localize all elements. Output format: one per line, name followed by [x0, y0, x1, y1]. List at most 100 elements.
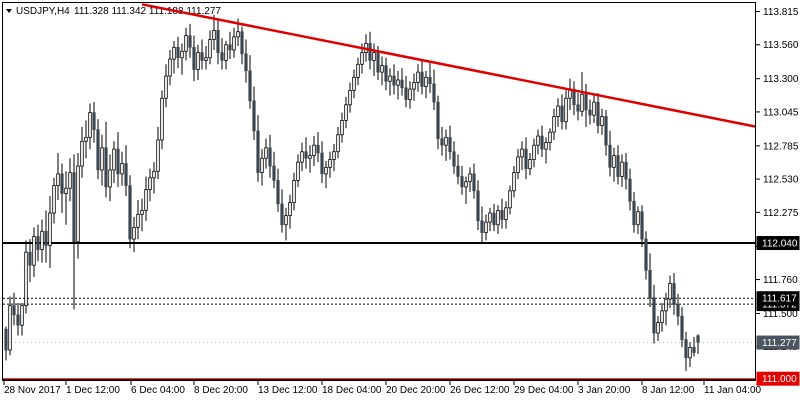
candle[interactable]	[532, 138, 536, 168]
candle[interactable]	[224, 40, 228, 70]
candle[interactable]	[640, 205, 644, 247]
candle[interactable]	[44, 210, 48, 263]
candle[interactable]	[600, 108, 604, 135]
candle[interactable]	[40, 219, 44, 263]
candle[interactable]	[384, 57, 388, 91]
candle[interactable]	[476, 180, 480, 230]
candle[interactable]	[104, 121, 108, 198]
candle[interactable]	[292, 172, 296, 211]
candle[interactable]	[76, 153, 80, 259]
candle[interactable]	[268, 134, 272, 178]
candle[interactable]	[188, 23, 192, 58]
candle[interactable]	[220, 38, 224, 70]
candle[interactable]	[316, 132, 320, 163]
candle[interactable]	[608, 130, 612, 177]
candle[interactable]	[552, 108, 556, 140]
candle[interactable]	[108, 154, 112, 202]
candle[interactable]	[28, 239, 32, 283]
candle[interactable]	[164, 64, 168, 108]
candle[interactable]	[356, 57, 360, 86]
candle[interactable]	[280, 189, 284, 233]
candle[interactable]	[400, 68, 404, 96]
candle[interactable]	[404, 76, 408, 108]
candle[interactable]	[572, 81, 576, 116]
candle[interactable]	[120, 151, 124, 186]
candle[interactable]	[584, 83, 588, 127]
candle[interactable]	[256, 115, 260, 182]
candle[interactable]	[636, 206, 640, 234]
candle[interactable]	[616, 145, 620, 185]
candle[interactable]	[284, 207, 288, 241]
candle[interactable]	[128, 175, 132, 249]
candle[interactable]	[80, 126, 84, 178]
candle[interactable]	[372, 43, 376, 77]
candle[interactable]	[676, 293, 680, 326]
candle[interactable]	[112, 141, 116, 184]
candle[interactable]	[484, 214, 488, 241]
candle[interactable]	[524, 137, 528, 180]
candle[interactable]	[668, 275, 672, 309]
candle[interactable]	[328, 151, 332, 178]
candle[interactable]	[628, 168, 632, 211]
candle[interactable]	[492, 203, 496, 232]
candle[interactable]	[192, 35, 196, 82]
candle[interactable]	[348, 82, 352, 113]
candle[interactable]	[504, 201, 508, 229]
candle[interactable]	[664, 292, 668, 326]
candle[interactable]	[132, 216, 136, 253]
candle[interactable]	[648, 253, 652, 307]
candle[interactable]	[60, 163, 64, 214]
candle[interactable]	[196, 44, 200, 80]
candle[interactable]	[340, 112, 344, 143]
candle[interactable]	[416, 64, 420, 92]
candle[interactable]	[508, 185, 512, 215]
candle[interactable]	[36, 224, 40, 262]
candle[interactable]	[16, 303, 20, 336]
candle[interactable]	[644, 231, 648, 280]
candle[interactable]	[300, 142, 304, 172]
candle[interactable]	[4, 326, 8, 361]
candle[interactable]	[184, 27, 188, 61]
candle[interactable]	[96, 119, 100, 180]
candle[interactable]	[468, 167, 472, 193]
candle[interactable]	[296, 154, 300, 187]
candle[interactable]	[352, 69, 356, 99]
candle[interactable]	[252, 86, 256, 140]
candle[interactable]	[696, 334, 700, 354]
candle[interactable]	[472, 163, 476, 199]
candle[interactable]	[64, 171, 68, 225]
candle[interactable]	[624, 153, 628, 190]
candle[interactable]	[428, 61, 432, 94]
candle[interactable]	[464, 176, 468, 204]
candle[interactable]	[432, 69, 436, 110]
candle[interactable]	[288, 194, 292, 229]
candle[interactable]	[156, 126, 160, 180]
candle[interactable]	[612, 147, 616, 182]
candle[interactable]	[92, 102, 96, 143]
candle[interactable]	[308, 145, 312, 173]
candle[interactable]	[692, 336, 696, 357]
candle[interactable]	[580, 72, 584, 117]
candle[interactable]	[180, 43, 184, 75]
collapse-triangle-icon[interactable]	[6, 9, 12, 13]
candle[interactable]	[424, 70, 428, 99]
candle[interactable]	[20, 303, 24, 336]
candle[interactable]	[488, 207, 492, 232]
candle[interactable]	[460, 166, 464, 195]
candle[interactable]	[516, 149, 520, 180]
candle[interactable]	[12, 292, 16, 326]
candle[interactable]	[232, 27, 236, 58]
candle[interactable]	[8, 296, 12, 356]
candle[interactable]	[480, 206, 484, 244]
candle[interactable]	[544, 137, 548, 164]
candle[interactable]	[276, 168, 280, 212]
candle[interactable]	[632, 192, 636, 233]
candle[interactable]	[148, 168, 152, 202]
candle[interactable]	[548, 128, 552, 151]
candle[interactable]	[420, 59, 424, 95]
candle[interactable]	[520, 141, 524, 170]
candle[interactable]	[52, 177, 56, 224]
candle[interactable]	[240, 26, 244, 65]
candle[interactable]	[140, 198, 144, 232]
candle[interactable]	[496, 205, 500, 234]
